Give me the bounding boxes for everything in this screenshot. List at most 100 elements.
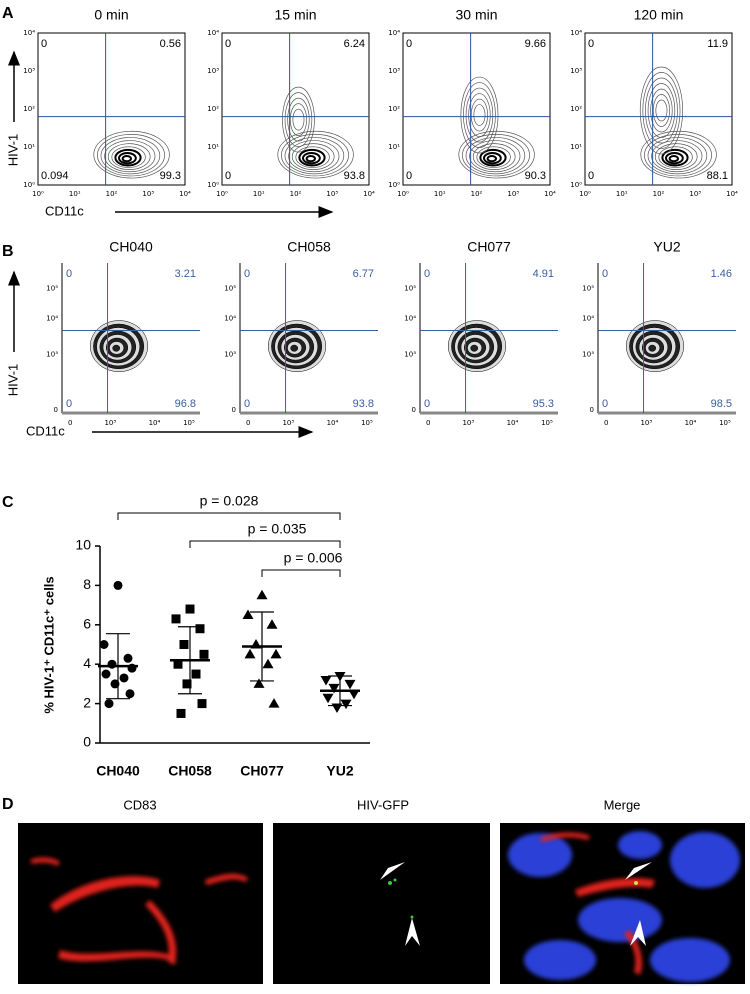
x-tick-label: 10³ [640, 419, 652, 427]
contour [665, 151, 684, 165]
plot-title: 15 min [274, 7, 316, 23]
x-tick-label: 0 [246, 419, 250, 427]
contour [284, 92, 313, 147]
flow-plot [239, 263, 378, 415]
contour [288, 140, 340, 173]
contour [470, 98, 488, 132]
y-tick-label: 10¹ [23, 143, 35, 151]
y-tick-label: 10¹ [388, 143, 400, 151]
y-tick-label: 10⁰ [388, 181, 400, 189]
contour [655, 99, 668, 122]
y-tick-label: 10⁴ [388, 29, 400, 37]
y-tick-label: 10¹ [207, 143, 219, 151]
quadrant-value: 0 [424, 268, 430, 280]
y-tick-label: 10³ [582, 351, 594, 359]
quadrant-value: 0.094 [41, 170, 69, 182]
y-tick-label: 10² [23, 105, 35, 113]
quadrant-value: 0 [66, 268, 72, 280]
contour [645, 77, 678, 144]
dot [104, 699, 114, 709]
dot [344, 679, 356, 690]
quadrant-value: 0.56 [160, 38, 181, 50]
contour [93, 130, 170, 179]
x-tick-label: 10⁴ [507, 419, 519, 427]
plot-title: YU2 [653, 239, 680, 255]
dot [176, 708, 186, 718]
quadrant-value: 0 [602, 268, 608, 280]
contour [486, 155, 497, 163]
plot-title: CH077 [467, 239, 511, 255]
x-tick-label: 10² [471, 190, 483, 198]
contour [650, 88, 673, 133]
y-tick-label: 10⁴ [23, 29, 35, 37]
dot [125, 689, 135, 699]
x-tick-label: 10⁴ [363, 190, 375, 198]
contour [642, 72, 681, 149]
x-tick-label: 10⁰ [216, 190, 228, 198]
dot [262, 658, 274, 669]
y-tick-label: 10 [75, 537, 91, 553]
contour [305, 155, 316, 163]
dot [322, 693, 334, 704]
x-tick-label: 10³ [326, 190, 338, 198]
contour [473, 104, 486, 126]
x-tick-label: 10⁴ [544, 190, 556, 198]
y-tick-label: 10⁴ [46, 315, 58, 323]
flow-plot [584, 32, 733, 186]
significance-bracket [261, 569, 341, 577]
contour [97, 134, 165, 177]
quadrant-value: 0 [424, 398, 430, 410]
y-tick-label: 0 [83, 734, 91, 750]
contour [472, 143, 516, 171]
quadrant-value: 0 [244, 398, 250, 410]
y-tick-label: 2 [83, 694, 91, 710]
quadrant-value: 90.3 [525, 170, 546, 182]
quadrant-value: 93.8 [344, 170, 365, 182]
x-tick-label: 10² [653, 190, 665, 198]
x-tick-label: 10⁰ [579, 190, 591, 198]
dot [197, 699, 207, 709]
y-tick-label: 8 [83, 576, 91, 592]
x-tick-label: YU2 [326, 763, 353, 779]
dot [348, 689, 360, 700]
y-tick-label: 10⁰ [23, 181, 35, 189]
contour [284, 137, 345, 175]
y-tick-label: 10² [570, 105, 582, 113]
dot [119, 673, 129, 683]
dot [191, 669, 201, 679]
contour [302, 151, 321, 165]
contour [292, 108, 305, 131]
contour [287, 97, 310, 142]
y-tick-label: 10³ [23, 67, 35, 75]
y-tick-label: 10³ [388, 67, 400, 75]
p-value: p = 0.006 [284, 550, 343, 566]
panel-label: B [2, 243, 14, 260]
dot [185, 604, 195, 614]
dot [340, 699, 352, 710]
contour [476, 146, 511, 168]
contour [668, 155, 679, 163]
contour [100, 137, 161, 175]
dot [179, 640, 189, 649]
quadrant-value: 88.1 [707, 170, 728, 182]
x-tick-label: 10¹ [69, 190, 81, 198]
y-tick-label: 10⁰ [207, 181, 219, 189]
contour [469, 140, 521, 173]
contour [465, 137, 526, 175]
contour [470, 344, 479, 352]
quadrant-value: 0 [244, 268, 250, 280]
plot-title: 30 min [455, 7, 497, 23]
contour [289, 103, 307, 136]
flow-plot [37, 32, 186, 186]
dot [123, 653, 133, 663]
x-tick-label: 10³ [507, 190, 519, 198]
contour [463, 82, 496, 148]
y-tick-label: 10⁵ [46, 285, 58, 293]
contour [462, 134, 530, 177]
contour [661, 148, 689, 167]
y-tick-label: 10³ [570, 67, 582, 75]
dot [101, 669, 111, 679]
x-tick-label: 10⁵ [719, 419, 731, 427]
dot [244, 648, 256, 659]
